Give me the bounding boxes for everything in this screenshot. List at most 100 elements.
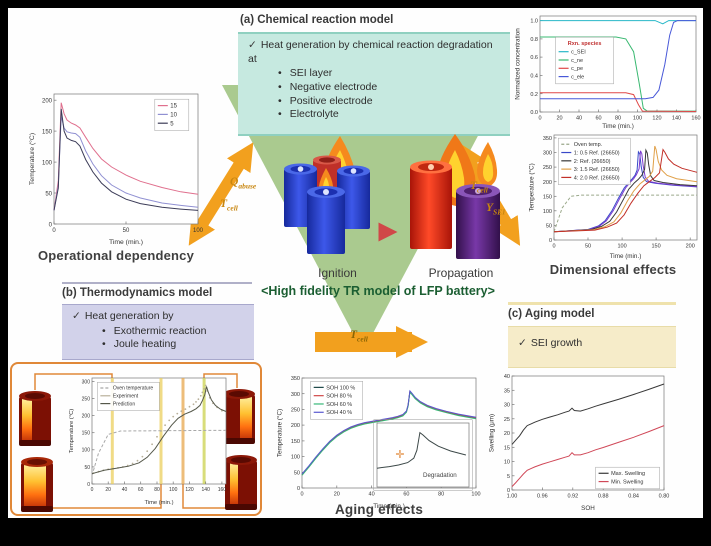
svg-text:2: Ref. (26650): 2: Ref. (26650) <box>574 159 611 165</box>
box-c-divider <box>508 302 676 305</box>
svg-text:c_ne: c_ne <box>571 58 583 64</box>
svg-text:300: 300 <box>291 392 300 398</box>
box-c-lead: ✓ SEI growth <box>518 337 583 349</box>
battery-cylinder <box>456 184 500 259</box>
svg-text:Prediction: Prediction <box>113 401 135 407</box>
svg-text:1.0: 1.0 <box>530 19 538 25</box>
svg-text:1: 0.5 Ref. (26650): 1: 0.5 Ref. (26650) <box>574 150 620 156</box>
svg-text:3: 1.5 Ref. (26650): 3: 1.5 Ref. (26650) <box>574 167 620 173</box>
check-icon: ✓ <box>72 310 81 322</box>
svg-text:50: 50 <box>45 191 52 197</box>
list-item: Joule heating <box>102 338 246 352</box>
svg-text:0.2: 0.2 <box>530 92 538 98</box>
aging-caption: Aging effects <box>334 502 424 517</box>
svg-text:0.84: 0.84 <box>628 494 639 500</box>
svg-text:100: 100 <box>82 448 91 454</box>
svg-text:Temperature (°C): Temperature (°C) <box>528 163 536 211</box>
svg-text:Max. Swelling: Max. Swelling <box>611 471 645 477</box>
svg-text:100: 100 <box>543 209 552 215</box>
svg-text:50: 50 <box>585 244 591 250</box>
box-a-lead: ✓ Heat generation by chemical reaction de… <box>248 39 493 65</box>
label-q-abuse: Qabuse <box>230 176 257 191</box>
svg-text:50: 50 <box>546 223 552 229</box>
svg-text:20: 20 <box>556 116 562 122</box>
thermal-battery-image <box>19 391 51 446</box>
box-b-header: (b) Thermodynamics model <box>62 287 213 299</box>
svg-text:100: 100 <box>633 116 642 122</box>
svg-text:SOH 100 %: SOH 100 % <box>326 385 355 391</box>
svg-text:0.0: 0.0 <box>530 110 538 116</box>
swelling-chart: 1.00 0.96 0.92 0.88 0.84 0.80 0 5 10 15 20 25 30 35 40… <box>488 370 670 512</box>
svg-text:40: 40 <box>576 116 582 122</box>
svg-text:SOH: SOH <box>581 505 595 512</box>
svg-text:Oven temperature: Oven temperature <box>113 386 154 392</box>
svg-text:60: 60 <box>595 116 601 122</box>
svg-text:40: 40 <box>369 492 375 498</box>
thermo-validation-box: 0 20 40 60 80 100 120 140 160 0 50 100 150 200 250 300 T… <box>10 362 262 516</box>
svg-text:Time (min.): Time (min.) <box>373 503 405 510</box>
svg-text:0: 0 <box>87 482 90 488</box>
svg-text:40: 40 <box>122 487 128 493</box>
svg-text:150: 150 <box>82 431 91 437</box>
center-title: <High fidelity TR model of LFP battery> <box>261 284 495 298</box>
svg-text:100: 100 <box>169 487 178 493</box>
svg-text:120: 120 <box>652 116 661 122</box>
svg-text:Temperature (°C): Temperature (°C) <box>69 409 75 454</box>
svg-text:100: 100 <box>618 244 627 250</box>
svg-text:SOH 60 %: SOH 60 % <box>326 402 352 408</box>
svg-text:160: 160 <box>691 116 700 122</box>
svg-text:60: 60 <box>138 487 144 493</box>
svg-text:Oven temp.: Oven temp. <box>574 142 603 148</box>
svg-text:10: 10 <box>504 460 510 466</box>
thermal-battery-image <box>21 457 53 512</box>
svg-text:0: 0 <box>297 486 300 492</box>
battery-cylinder <box>410 160 452 249</box>
svg-text:1.00: 1.00 <box>507 494 518 500</box>
svg-text:300: 300 <box>543 151 552 157</box>
svg-text:40: 40 <box>504 374 510 380</box>
box-b-bullets: Exothermic reaction Joule heating <box>102 325 246 352</box>
svg-text:0: 0 <box>538 116 541 122</box>
check-icon: ✓ <box>518 337 527 349</box>
aging-chart-wrap: 0 20 40 60 80 100 0 50 100 150 200 250 300 350 Time (m… <box>276 372 482 510</box>
svg-text:100: 100 <box>193 228 204 234</box>
label-t-cell-left: Tcell <box>220 198 238 213</box>
svg-text:20: 20 <box>105 487 111 493</box>
svg-text:SOH 40 %: SOH 40 % <box>326 410 352 416</box>
svg-text:0.4: 0.4 <box>530 73 538 79</box>
svg-text:0.8: 0.8 <box>530 37 538 43</box>
svg-text:15: 15 <box>504 445 510 451</box>
aging-inset-chart: Degradation ✛ <box>374 420 472 490</box>
svg-text:50: 50 <box>84 465 90 471</box>
svg-text:5: 5 <box>170 121 174 127</box>
svg-text:10: 10 <box>170 113 177 119</box>
svg-text:20: 20 <box>334 492 340 498</box>
box-a: ✓ Heat generation by chemical reaction de… <box>238 32 510 136</box>
svg-text:140: 140 <box>672 116 681 122</box>
svg-text:0.6: 0.6 <box>530 55 538 61</box>
svg-text:15: 15 <box>170 104 177 110</box>
box-c-header: (c) Aging model <box>508 308 595 320</box>
svg-text:80: 80 <box>438 492 444 498</box>
concentration-chart: 0 20 40 60 80 100 120 140 160 0.0 0.2 0.4 0.6 0.8 1.0 T… <box>514 12 702 130</box>
list-item: Negative electrode <box>278 81 502 95</box>
svg-text:5: 5 <box>507 474 510 480</box>
svg-text:0: 0 <box>549 238 552 244</box>
check-icon: ✓ <box>248 39 257 51</box>
svg-text:0: 0 <box>300 492 303 498</box>
svg-text:0.88: 0.88 <box>598 494 609 500</box>
operational-chart: 0 50 100 0 50 100 150 200 Time (min.) Temperature… <box>28 88 204 246</box>
svg-text:Rxn. species: Rxn. species <box>568 41 602 47</box>
label-t-cell-bottom: Tcell <box>350 329 368 344</box>
svg-text:0.96: 0.96 <box>537 494 548 500</box>
svg-text:350: 350 <box>543 136 552 142</box>
svg-text:60: 60 <box>403 492 409 498</box>
thermo-validation-chart: 0 20 40 60 80 100 120 140 160 0 50 100 150 200 250 300 T… <box>68 374 230 506</box>
svg-text:250: 250 <box>291 407 300 413</box>
box-b-lead: ✓ Heat generation by <box>72 310 174 322</box>
ignition-label: Ignition <box>318 266 357 280</box>
svg-text:Time (min.): Time (min.) <box>610 253 642 260</box>
svg-text:100: 100 <box>471 492 480 498</box>
svg-text:Normalized concentration: Normalized concentration <box>515 28 522 100</box>
list-item: Exothermic reaction <box>102 325 246 339</box>
